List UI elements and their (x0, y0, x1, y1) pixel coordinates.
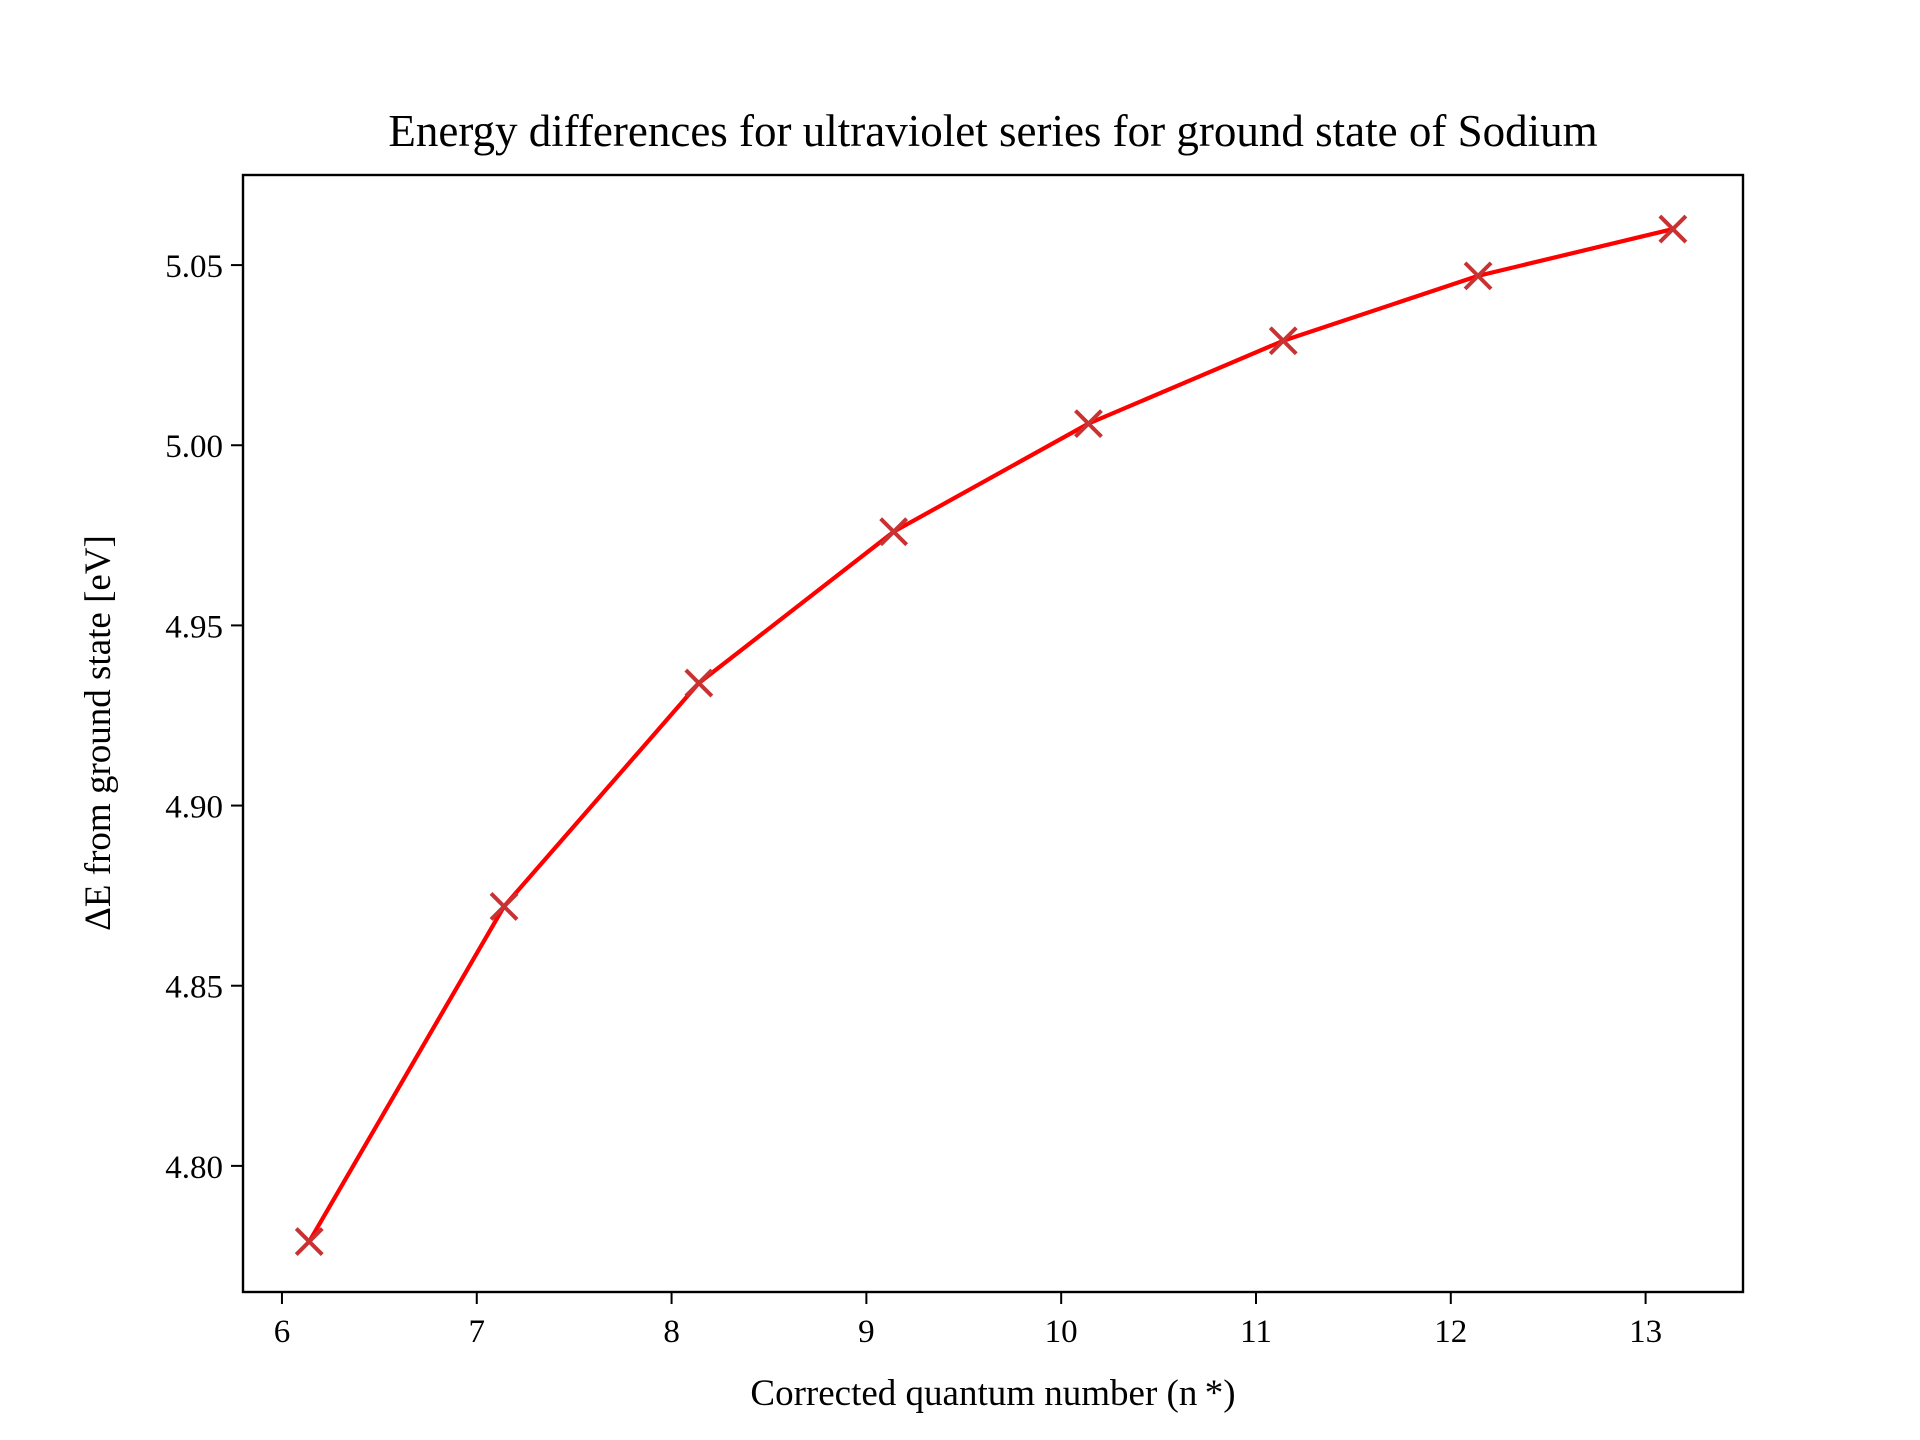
x-tick-label: 9 (858, 1314, 875, 1350)
y-tick-label: 5.00 (165, 429, 223, 465)
series-group (294, 214, 1688, 1256)
data-point-marker (1463, 261, 1493, 291)
y-tick-label: 5.05 (165, 249, 223, 285)
chart-title: Energy differences for ultraviolet serie… (388, 106, 1597, 156)
x-tick-label: 7 (469, 1314, 486, 1350)
data-point-marker (489, 892, 519, 921)
data-point-marker (1658, 214, 1688, 244)
y-tick-label: 4.85 (165, 970, 223, 1006)
series-line (307, 226, 1675, 1244)
y-tick-label: 4.95 (165, 609, 223, 645)
x-tick-label: 6 (274, 1314, 291, 1350)
y-tick-label: 4.90 (165, 790, 223, 826)
y-axis-label: ΔE from ground state [eV] (78, 535, 119, 931)
data-point-marker (879, 517, 909, 547)
x-tick-label: 13 (1629, 1314, 1662, 1350)
x-tick-label: 11 (1240, 1314, 1272, 1350)
x-tick-label: 8 (663, 1314, 680, 1350)
x-tick-label: 12 (1434, 1314, 1467, 1350)
x-axis: 6 7 8 9 10 11 12 13 (274, 1292, 1662, 1350)
data-point-marker (684, 668, 714, 698)
data-point-marker (1268, 326, 1298, 356)
y-axis: 4.80 4.85 4.90 4.95 5.00 5.05 (165, 249, 243, 1186)
y-tick-label: 4.80 (165, 1150, 223, 1186)
data-point-marker (1074, 409, 1103, 439)
plot-area-frame (241, 173, 1745, 1294)
x-axis-label: Corrected quantum number (n *) (750, 1373, 1235, 1414)
x-tick-label: 10 (1045, 1314, 1078, 1350)
data-point-marker (294, 1227, 324, 1256)
